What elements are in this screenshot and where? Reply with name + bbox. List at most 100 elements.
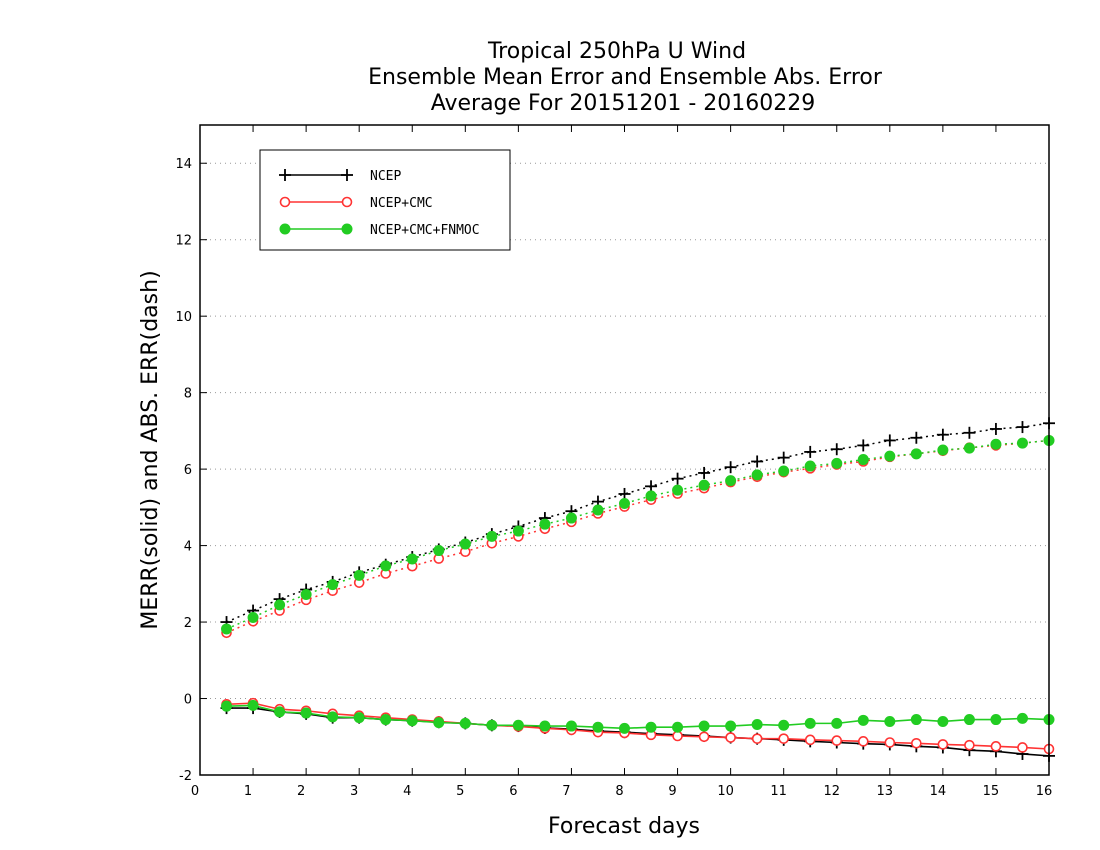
mean-error-point — [539, 720, 551, 732]
mean-error-point — [327, 711, 339, 723]
y-tick-label: 6 — [184, 463, 192, 478]
mean-error-point — [725, 720, 737, 732]
abs-error-point — [830, 443, 843, 456]
mean-error-point — [406, 715, 418, 727]
abs-error-point — [751, 469, 763, 481]
mean-error-point — [964, 739, 975, 751]
abs-error-point — [963, 442, 975, 454]
mean-error-point — [1016, 712, 1028, 724]
abs-error-point — [910, 431, 923, 444]
x-tick-label: 8 — [615, 784, 623, 799]
abs-error-point — [725, 475, 737, 487]
x-tick-label: 12 — [823, 784, 840, 799]
abs-error-point — [459, 538, 471, 550]
abs-error-point — [936, 428, 949, 441]
abs-error-point — [406, 553, 418, 565]
mean-error-point — [247, 699, 259, 711]
mean-error-point — [300, 707, 312, 719]
abs-error-point — [592, 504, 604, 516]
mean-error-point — [910, 714, 922, 726]
mean-error-point — [884, 715, 896, 727]
legend-marker — [279, 196, 291, 208]
mean-error-point — [804, 734, 816, 746]
gridlines — [200, 162, 1049, 776]
y-axis-title: MERR(solid) and ABS. ERR(dash) — [138, 270, 163, 629]
x-tick-label: 6 — [509, 784, 517, 799]
legend-marker — [341, 196, 353, 208]
x-tick-label: 5 — [456, 784, 464, 799]
mean-error-point — [672, 721, 684, 733]
mean-error-point — [645, 721, 657, 733]
x-tick-label: 3 — [350, 784, 358, 799]
legend-marker — [279, 223, 291, 235]
abs-error-point — [221, 623, 233, 635]
legend-marker — [279, 169, 291, 181]
mean-error-point — [990, 714, 1002, 726]
abs-error-point — [618, 487, 631, 500]
mean-error-point — [911, 737, 922, 749]
mean-error-point — [698, 731, 710, 743]
mean-error-point — [221, 700, 233, 712]
x-tick-label: 14 — [930, 784, 947, 799]
abs-error-point — [963, 426, 976, 439]
x-tick-label: 7 — [562, 784, 570, 799]
abs-error-point — [777, 451, 790, 464]
mean-error-point — [831, 735, 843, 746]
mean-error-point — [592, 721, 604, 733]
abs-error-point — [698, 466, 711, 479]
abs-error-point — [512, 525, 524, 537]
mean-error-point — [831, 717, 843, 729]
mean-error-point — [672, 730, 683, 742]
legend-marker — [341, 223, 353, 235]
abs-error-point — [645, 480, 658, 493]
x-tick-label: 15 — [983, 784, 1000, 799]
y-tick-label: 12 — [175, 234, 192, 249]
x-tick-label: 9 — [668, 784, 676, 799]
abs-error-point — [698, 479, 710, 491]
mean-error-point — [353, 712, 365, 724]
abs-error-point — [380, 560, 392, 572]
legend-label: NCEP+CMC+FNMOC — [370, 223, 480, 238]
legend-label: NCEP+CMC — [370, 196, 433, 211]
mean-error-point — [274, 706, 286, 718]
mean-error-point — [751, 719, 763, 731]
x-tick-label: 11 — [770, 784, 787, 799]
abs-error-point — [1016, 437, 1028, 449]
abs-error-point — [672, 484, 684, 496]
abs-error-point — [751, 455, 764, 468]
abs-error-point — [883, 434, 896, 447]
mean-error-point — [565, 720, 577, 732]
abs-error-line-ncep — [226, 422, 1050, 623]
abs-error-point — [910, 448, 922, 460]
abs-error-point — [327, 579, 339, 591]
mean-error-point — [937, 715, 949, 727]
abs-error-point — [831, 457, 843, 469]
x-tick-label: 16 — [1036, 784, 1053, 799]
mean-error-point — [1017, 742, 1028, 753]
abs-error-point — [884, 450, 896, 462]
mean-error-point — [857, 736, 869, 747]
abs-error-point — [486, 530, 498, 542]
abs-error-point — [990, 438, 1002, 450]
abs-error-point — [857, 439, 870, 452]
abs-error-point — [565, 512, 577, 524]
mean-error-point — [778, 719, 790, 731]
abs-error-point — [353, 569, 365, 581]
chart-title-line-1: Tropical 250hPa U Wind — [487, 39, 746, 64]
x-tick-label: 4 — [403, 784, 411, 799]
mean-error-point — [778, 733, 789, 744]
mean-error-point — [751, 733, 763, 744]
y-tick-label: 4 — [184, 540, 192, 555]
mean-error-point — [857, 714, 869, 726]
mean-error-point — [963, 714, 975, 726]
abs-error-point — [724, 461, 737, 474]
y-tick-label: 14 — [175, 157, 192, 172]
abs-error-point — [804, 445, 817, 458]
mean-error-point — [380, 714, 392, 726]
y-tick-label: 8 — [184, 387, 192, 402]
legend-marker — [341, 169, 353, 181]
legend-item-ncep-cmc: NCEP+CMC — [279, 196, 433, 211]
y-tick-label: 0 — [184, 693, 192, 708]
